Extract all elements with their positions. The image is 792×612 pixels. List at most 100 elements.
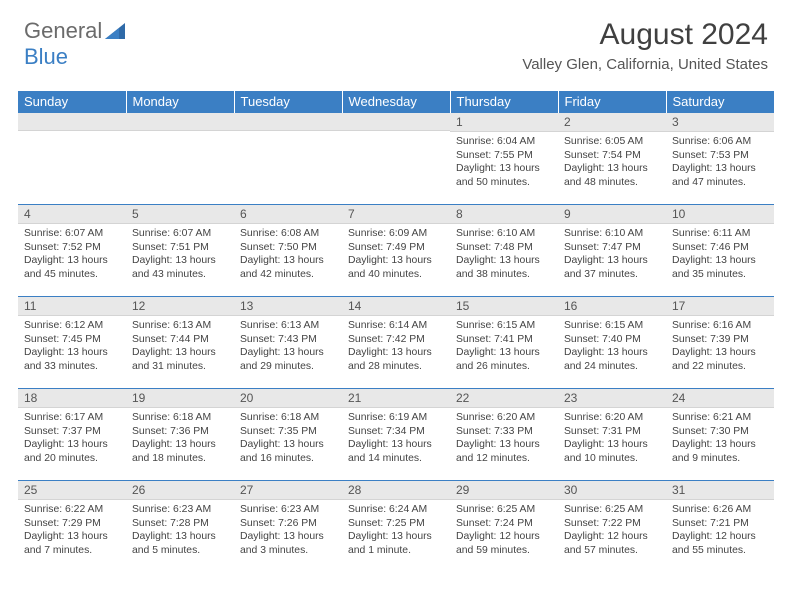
sunrise-text: Sunrise: 6:18 AM (240, 411, 336, 425)
sunset-text: Sunset: 7:55 PM (456, 149, 552, 163)
day-number: 20 (234, 389, 342, 408)
calendar-day-cell: 6Sunrise: 6:08 AMSunset: 7:50 PMDaylight… (234, 205, 342, 297)
calendar-day-cell (18, 113, 126, 205)
day-data: Sunrise: 6:17 AMSunset: 7:37 PMDaylight:… (18, 408, 126, 469)
sunset-text: Sunset: 7:21 PM (672, 517, 768, 531)
calendar-day-cell: 3Sunrise: 6:06 AMSunset: 7:53 PMDaylight… (666, 113, 774, 205)
day-number: 28 (342, 481, 450, 500)
sunrise-text: Sunrise: 6:22 AM (24, 503, 120, 517)
calendar-day-cell: 13Sunrise: 6:13 AMSunset: 7:43 PMDayligh… (234, 297, 342, 389)
calendar-day-cell: 10Sunrise: 6:11 AMSunset: 7:46 PMDayligh… (666, 205, 774, 297)
calendar-day-cell (126, 113, 234, 205)
calendar-day-cell: 21Sunrise: 6:19 AMSunset: 7:34 PMDayligh… (342, 389, 450, 481)
daylight-text: Daylight: 13 hours and 37 minutes. (564, 254, 660, 281)
day-data: Sunrise: 6:07 AMSunset: 7:52 PMDaylight:… (18, 224, 126, 285)
sunset-text: Sunset: 7:49 PM (348, 241, 444, 255)
day-number (18, 113, 126, 131)
sunset-text: Sunset: 7:54 PM (564, 149, 660, 163)
sunrise-text: Sunrise: 6:15 AM (456, 319, 552, 333)
daylight-text: Daylight: 13 hours and 31 minutes. (132, 346, 228, 373)
logo: General (24, 18, 127, 44)
sunset-text: Sunset: 7:42 PM (348, 333, 444, 347)
sunset-text: Sunset: 7:45 PM (24, 333, 120, 347)
daylight-text: Daylight: 13 hours and 35 minutes. (672, 254, 768, 281)
sunset-text: Sunset: 7:53 PM (672, 149, 768, 163)
sunrise-text: Sunrise: 6:24 AM (348, 503, 444, 517)
weekday-header: Friday (558, 91, 666, 113)
day-number: 11 (18, 297, 126, 316)
calendar-day-cell (342, 113, 450, 205)
day-number: 8 (450, 205, 558, 224)
calendar-day-cell: 9Sunrise: 6:10 AMSunset: 7:47 PMDaylight… (558, 205, 666, 297)
calendar-day-cell: 25Sunrise: 6:22 AMSunset: 7:29 PMDayligh… (18, 481, 126, 573)
daylight-text: Daylight: 13 hours and 9 minutes. (672, 438, 768, 465)
daylight-text: Daylight: 13 hours and 22 minutes. (672, 346, 768, 373)
sunrise-text: Sunrise: 6:06 AM (672, 135, 768, 149)
sunset-text: Sunset: 7:51 PM (132, 241, 228, 255)
day-number: 9 (558, 205, 666, 224)
day-number: 5 (126, 205, 234, 224)
day-data: Sunrise: 6:12 AMSunset: 7:45 PMDaylight:… (18, 316, 126, 377)
day-number: 10 (666, 205, 774, 224)
sunrise-text: Sunrise: 6:10 AM (456, 227, 552, 241)
calendar-day-cell: 26Sunrise: 6:23 AMSunset: 7:28 PMDayligh… (126, 481, 234, 573)
day-number: 7 (342, 205, 450, 224)
calendar-day-cell: 2Sunrise: 6:05 AMSunset: 7:54 PMDaylight… (558, 113, 666, 205)
day-data: Sunrise: 6:21 AMSunset: 7:30 PMDaylight:… (666, 408, 774, 469)
day-number: 1 (450, 113, 558, 132)
day-number: 26 (126, 481, 234, 500)
day-number: 29 (450, 481, 558, 500)
sunset-text: Sunset: 7:52 PM (24, 241, 120, 255)
sunrise-text: Sunrise: 6:13 AM (132, 319, 228, 333)
daylight-text: Daylight: 13 hours and 28 minutes. (348, 346, 444, 373)
calendar-week-row: 4Sunrise: 6:07 AMSunset: 7:52 PMDaylight… (18, 205, 774, 297)
sunset-text: Sunset: 7:35 PM (240, 425, 336, 439)
calendar-day-cell (234, 113, 342, 205)
daylight-text: Daylight: 13 hours and 7 minutes. (24, 530, 120, 557)
weekday-header-row: SundayMondayTuesdayWednesdayThursdayFrid… (18, 91, 774, 113)
sunrise-text: Sunrise: 6:21 AM (672, 411, 768, 425)
day-data: Sunrise: 6:26 AMSunset: 7:21 PMDaylight:… (666, 500, 774, 561)
sunset-text: Sunset: 7:47 PM (564, 241, 660, 255)
day-data: Sunrise: 6:25 AMSunset: 7:24 PMDaylight:… (450, 500, 558, 561)
sunrise-text: Sunrise: 6:11 AM (672, 227, 768, 241)
sunset-text: Sunset: 7:33 PM (456, 425, 552, 439)
daylight-text: Daylight: 13 hours and 12 minutes. (456, 438, 552, 465)
daylight-text: Daylight: 13 hours and 47 minutes. (672, 162, 768, 189)
day-number: 16 (558, 297, 666, 316)
day-data: Sunrise: 6:18 AMSunset: 7:36 PMDaylight:… (126, 408, 234, 469)
sunrise-text: Sunrise: 6:23 AM (132, 503, 228, 517)
day-data: Sunrise: 6:05 AMSunset: 7:54 PMDaylight:… (558, 132, 666, 193)
sunset-text: Sunset: 7:31 PM (564, 425, 660, 439)
day-number: 31 (666, 481, 774, 500)
day-data: Sunrise: 6:13 AMSunset: 7:43 PMDaylight:… (234, 316, 342, 377)
calendar-day-cell: 27Sunrise: 6:23 AMSunset: 7:26 PMDayligh… (234, 481, 342, 573)
day-data: Sunrise: 6:04 AMSunset: 7:55 PMDaylight:… (450, 132, 558, 193)
calendar-day-cell: 1Sunrise: 6:04 AMSunset: 7:55 PMDaylight… (450, 113, 558, 205)
daylight-text: Daylight: 13 hours and 5 minutes. (132, 530, 228, 557)
calendar-day-cell: 4Sunrise: 6:07 AMSunset: 7:52 PMDaylight… (18, 205, 126, 297)
daylight-text: Daylight: 12 hours and 59 minutes. (456, 530, 552, 557)
calendar-day-cell: 22Sunrise: 6:20 AMSunset: 7:33 PMDayligh… (450, 389, 558, 481)
day-number: 12 (126, 297, 234, 316)
sunrise-text: Sunrise: 6:20 AM (564, 411, 660, 425)
day-data: Sunrise: 6:23 AMSunset: 7:28 PMDaylight:… (126, 500, 234, 561)
daylight-text: Daylight: 13 hours and 14 minutes. (348, 438, 444, 465)
daylight-text: Daylight: 13 hours and 16 minutes. (240, 438, 336, 465)
calendar-day-cell: 7Sunrise: 6:09 AMSunset: 7:49 PMDaylight… (342, 205, 450, 297)
day-number: 30 (558, 481, 666, 500)
day-data: Sunrise: 6:24 AMSunset: 7:25 PMDaylight:… (342, 500, 450, 561)
calendar-table: SundayMondayTuesdayWednesdayThursdayFrid… (18, 91, 774, 573)
day-number: 21 (342, 389, 450, 408)
sunrise-text: Sunrise: 6:16 AM (672, 319, 768, 333)
day-data: Sunrise: 6:08 AMSunset: 7:50 PMDaylight:… (234, 224, 342, 285)
daylight-text: Daylight: 13 hours and 50 minutes. (456, 162, 552, 189)
sunset-text: Sunset: 7:43 PM (240, 333, 336, 347)
sunset-text: Sunset: 7:36 PM (132, 425, 228, 439)
calendar-day-cell: 12Sunrise: 6:13 AMSunset: 7:44 PMDayligh… (126, 297, 234, 389)
title-block: August 2024 Valley Glen, California, Uni… (522, 18, 768, 73)
weekday-header: Tuesday (234, 91, 342, 113)
calendar-day-cell: 14Sunrise: 6:14 AMSunset: 7:42 PMDayligh… (342, 297, 450, 389)
daylight-text: Daylight: 13 hours and 43 minutes. (132, 254, 228, 281)
month-title: August 2024 (522, 18, 768, 52)
